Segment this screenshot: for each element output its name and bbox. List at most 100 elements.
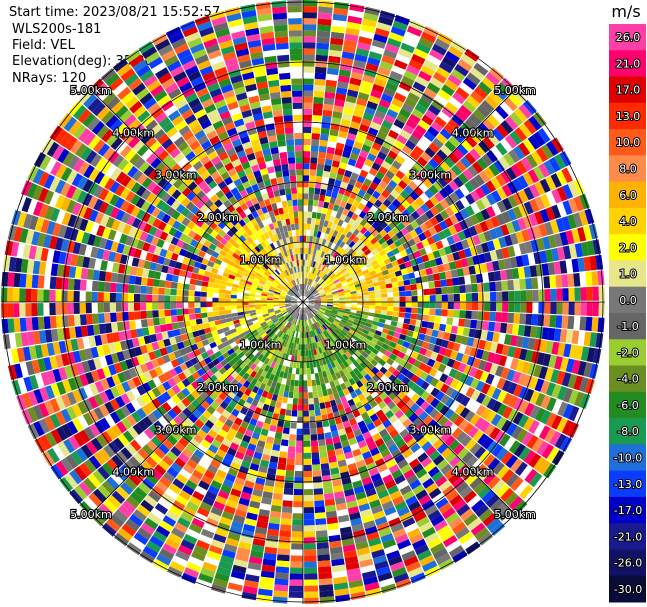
gate-cell [439,323,447,332]
gate-cell [231,408,240,418]
gate-cell [334,269,341,276]
gate-cell [279,451,288,459]
gate-cell [490,291,497,302]
gate-cell [401,175,412,185]
gate-cell [129,439,142,452]
gate-cell [186,374,196,384]
gate-cell [268,311,275,315]
gate-cell [350,290,357,295]
gate-cell [303,84,314,91]
gate-cell [387,267,395,274]
gate-cell [293,501,303,508]
gate-cell [332,111,343,119]
gate-cell [326,234,333,242]
gate-cell [317,548,330,556]
gate-cell [386,345,395,353]
start-time-label: Start time: 2023/08/21 15:52:57 [9,5,221,20]
gate-cell [204,469,216,480]
gate-cell [423,365,433,374]
gate-cell [326,297,333,300]
gate-cell [574,302,581,316]
gate-cell [427,358,436,368]
gate-cell [288,367,293,374]
gate-cell [242,302,249,306]
gate-cell [246,360,254,368]
gate-cell [98,448,111,462]
gate-cell [345,95,357,104]
gate-cell [159,548,175,561]
gate-cell [348,316,355,322]
gate-cell [391,260,399,267]
gate-cell [325,79,337,88]
gate-cell [401,367,410,377]
gate-cell [295,343,299,351]
gate-cell [285,314,291,320]
gate-cell [303,380,308,387]
gate-cell [333,217,340,225]
gate-cell [280,308,287,312]
gate-cell [307,294,314,299]
gate-cell [497,390,508,403]
gate-cell [452,360,461,371]
gate-cell [128,284,135,294]
gate-cell [380,448,391,458]
gate-cell [374,560,389,571]
gate-cell [372,190,381,200]
gate-cell [392,433,403,444]
gate-cell [303,434,311,441]
gate-cell [308,241,313,249]
gate-cell [298,325,301,332]
gate-cell [247,468,258,477]
gate-cell [417,308,424,315]
gate-cell [314,303,321,306]
gate-cell [231,331,239,338]
gate-cell [336,357,343,365]
gate-cell [313,316,319,322]
gate-cell [319,271,325,278]
gate-cell [395,155,406,165]
gate-cell [461,354,470,365]
gate-cell [190,389,200,399]
gate-cell [329,333,336,340]
gate-cell [346,431,355,440]
gate-cell [314,303,321,305]
gate-cell [313,488,324,495]
gate-cell [314,224,319,231]
gate-cell [439,209,450,220]
gate-cell [329,264,336,271]
gate-cell [398,312,406,318]
gate-cell [422,477,435,489]
gate-cell [329,461,339,469]
gate-cell [319,596,335,604]
gate-cell [164,302,171,310]
gate-cell [393,291,400,297]
gate-cell [253,358,261,366]
gate-cell [432,454,445,466]
gate-cell [325,369,332,377]
gate-cell [310,163,317,170]
gate-cell [424,219,434,229]
gate-cell [365,200,374,209]
gate-cell [568,302,575,316]
gate-cell [423,131,436,142]
gate-cell [342,367,350,376]
gate-cell [329,197,337,205]
gate-cell [329,273,336,280]
gate-cell [538,459,552,475]
gate-cell [318,347,323,354]
gate-cell [271,449,280,458]
gate-cell [246,375,254,383]
gate-cell [189,319,197,326]
gate-cell [115,408,126,421]
gate-cell [362,18,377,28]
gate-cell [437,230,447,240]
gate-cell [338,75,350,84]
gate-cell [320,383,327,391]
gate-cell [574,391,585,407]
gate-cell [333,582,349,591]
gate-cell [348,355,356,363]
gate-cell [407,92,420,103]
gate-cell [142,444,154,456]
gate-cell [235,390,244,399]
gate-cell [218,306,225,311]
